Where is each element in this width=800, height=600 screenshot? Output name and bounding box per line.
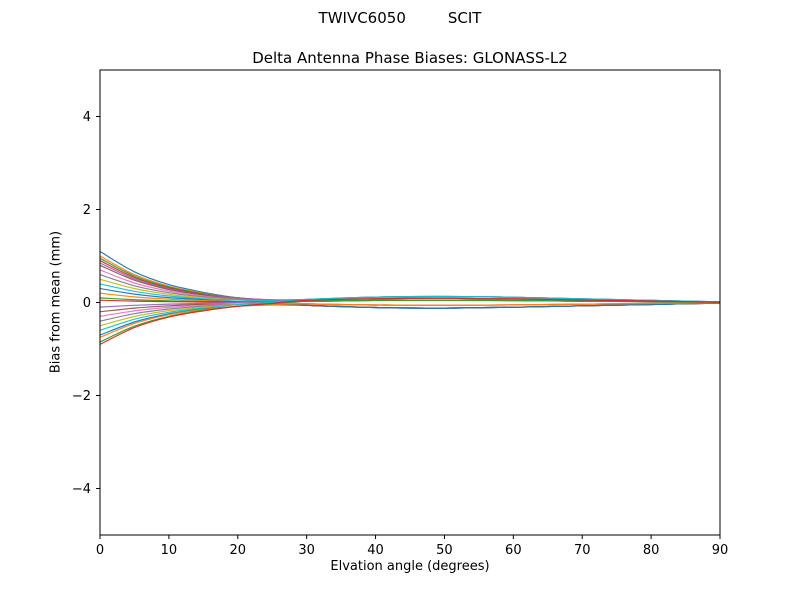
y-tick-label: −4 <box>72 482 91 497</box>
suptitle-station: TWIVC6050 <box>318 9 406 27</box>
series-line-s23 <box>99 299 721 343</box>
x-tick-label: 70 <box>574 543 591 558</box>
x-tick-label: 50 <box>436 543 453 558</box>
x-tick-label: 0 <box>96 543 104 558</box>
x-tick-label: 30 <box>298 543 315 558</box>
series-line-s21 <box>99 302 721 336</box>
y-tick-label: 2 <box>83 203 91 218</box>
y-tick-label: −2 <box>72 389 91 404</box>
y-axis-label: Bias from mean (mm) <box>48 230 64 374</box>
x-tick-label: 10 <box>161 543 178 558</box>
series-line-s20 <box>99 295 721 331</box>
x-axis-label: Elvation angle (degrees) <box>330 559 490 574</box>
series-line-s24 <box>99 297 721 345</box>
x-tick-label: 80 <box>643 543 660 558</box>
suptitle-session: SCIT <box>447 9 482 27</box>
y-tick-label: 4 <box>83 110 91 125</box>
y-tick-label: 0 <box>83 296 91 311</box>
axes-title: Delta Antenna Phase Biases: GLONASS-L2 <box>252 49 568 67</box>
series-line-s22 <box>99 302 721 338</box>
figure-suptitle: TWIVC6050 SCIT <box>0 9 800 27</box>
x-tick-label: 20 <box>230 543 247 558</box>
x-tick-label: 90 <box>712 543 729 558</box>
x-tick-label: 60 <box>505 543 522 558</box>
x-tick-label: 40 <box>367 543 384 558</box>
